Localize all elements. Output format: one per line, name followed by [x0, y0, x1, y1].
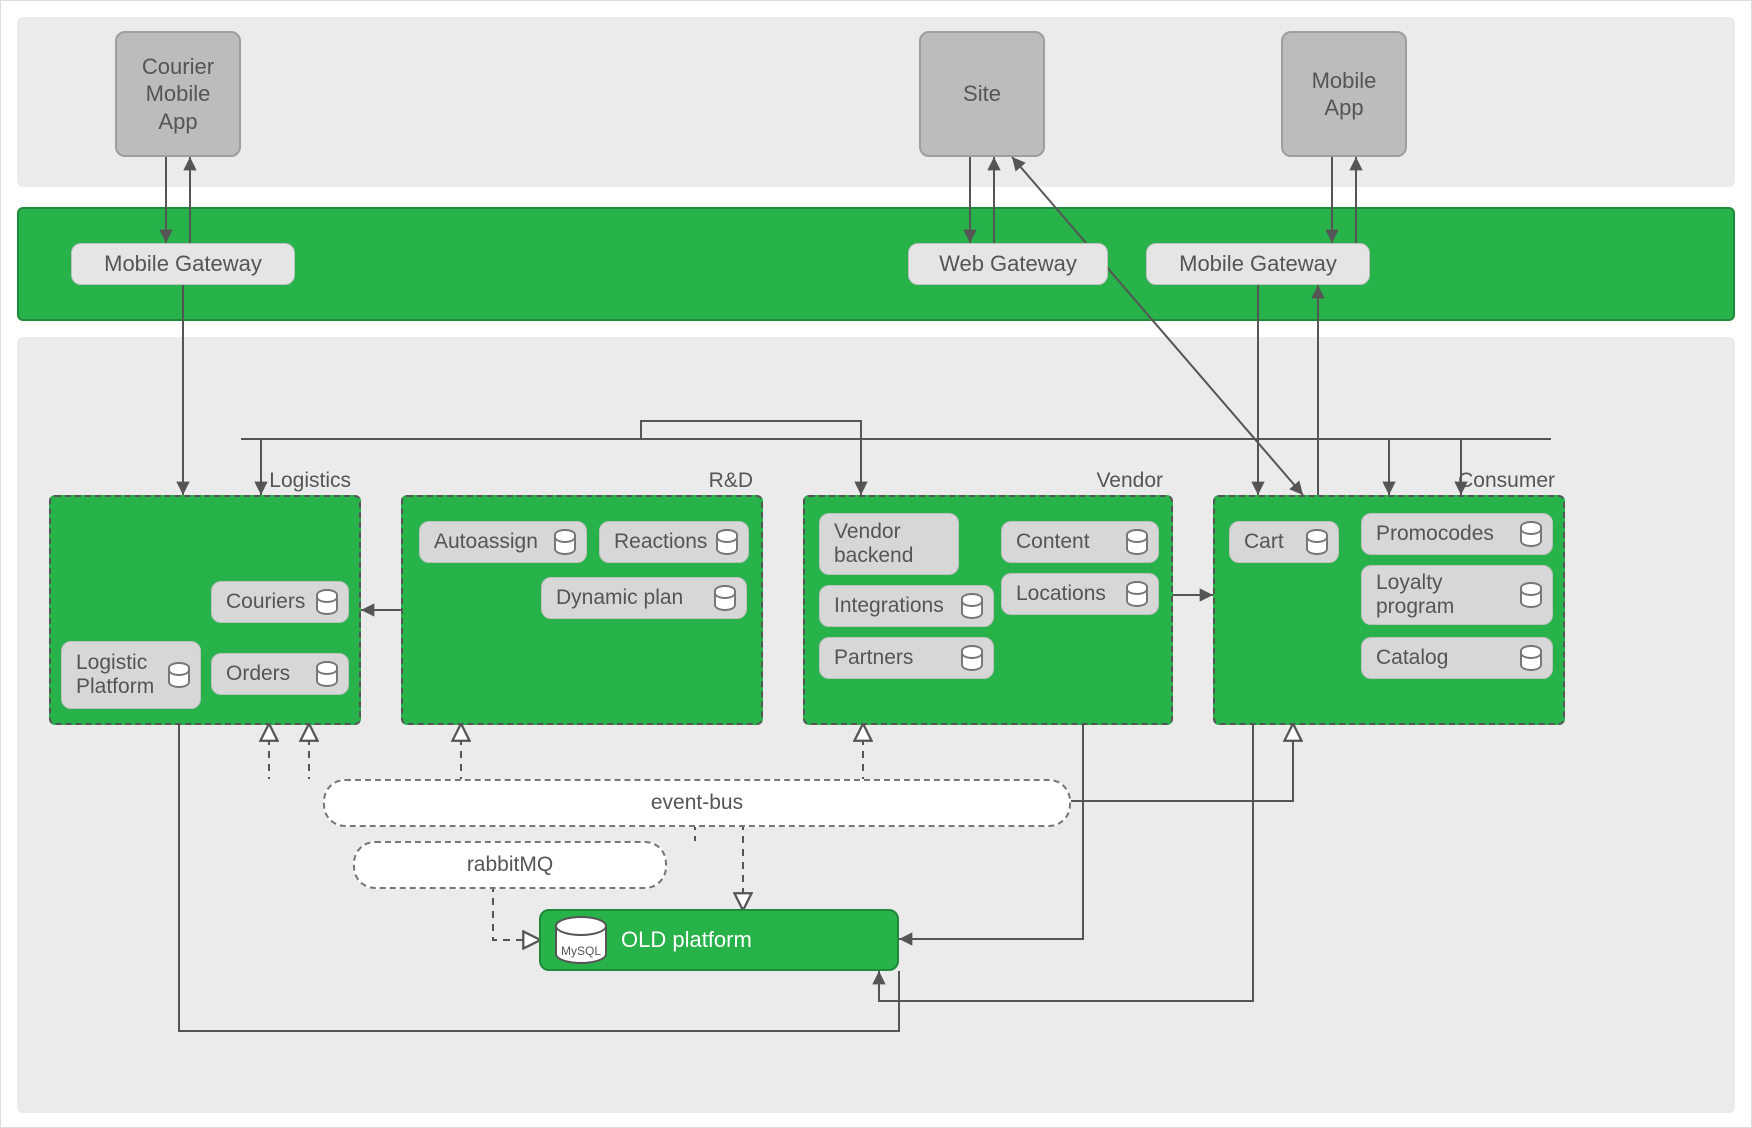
service-cart: Cart [1229, 521, 1339, 563]
service-logistic_plat: LogisticPlatform [61, 641, 201, 709]
database-icon [1520, 645, 1542, 671]
database-icon [1520, 521, 1542, 547]
label: OLD platform [621, 927, 752, 953]
label: Integrations [834, 594, 944, 618]
cluster-label: Vendor [1096, 469, 1163, 493]
node-mobile-gateway-right: Mobile Gateway [1146, 243, 1370, 285]
label: Site [963, 80, 1001, 108]
service-autoassign: Autoassign [419, 521, 587, 563]
database-icon [1306, 529, 1328, 555]
service-catalog: Catalog [1361, 637, 1553, 679]
label: Loyaltyprogram [1376, 571, 1454, 619]
service-loyalty: Loyaltyprogram [1361, 565, 1553, 625]
node-event-bus: event-bus [323, 779, 1071, 827]
service-partners: Partners [819, 637, 994, 679]
service-orders: Orders [211, 653, 349, 695]
label: MobileApp [1312, 67, 1377, 122]
service-locations: Locations [1001, 573, 1159, 615]
node-courier-mobile-app: CourierMobileApp [115, 31, 241, 157]
label: Dynamic plan [556, 586, 683, 610]
label: Partners [834, 646, 913, 670]
database-icon [714, 585, 736, 611]
node-mobile-app: MobileApp [1281, 31, 1407, 157]
label: Mobile Gateway [104, 251, 262, 277]
database-icon [961, 645, 983, 671]
service-integrations: Integrations [819, 585, 994, 627]
mysql-label: MySQL [555, 944, 607, 958]
database-icon [1126, 581, 1148, 607]
band-main [17, 337, 1735, 1113]
node-site: Site [919, 31, 1045, 157]
label: Web Gateway [939, 251, 1077, 277]
label: Reactions [614, 530, 707, 554]
label: event-bus [651, 791, 743, 815]
node-mobile-gateway-left: Mobile Gateway [71, 243, 295, 285]
cluster-label: Consumer [1458, 469, 1555, 493]
service-content: Content [1001, 521, 1159, 563]
database-icon [168, 662, 190, 688]
node-web-gateway: Web Gateway [908, 243, 1108, 285]
cluster-label: Logistics [269, 469, 351, 493]
architecture-diagram: CourierMobileApp Site MobileApp Mobile G… [0, 0, 1752, 1128]
label: Orders [226, 662, 290, 686]
label: Couriers [226, 590, 305, 614]
label: LogisticPlatform [76, 651, 154, 699]
database-icon [1126, 529, 1148, 555]
service-reactions: Reactions [599, 521, 749, 563]
label: Content [1016, 530, 1090, 554]
label: Cart [1244, 530, 1284, 554]
label: CourierMobileApp [142, 53, 214, 136]
label: Autoassign [434, 530, 538, 554]
node-rabbitmq: rabbitMQ [353, 841, 667, 889]
service-dynamic_plan: Dynamic plan [541, 577, 747, 619]
database-icon [716, 529, 738, 555]
database-icon [1520, 582, 1542, 608]
database-icon [554, 529, 576, 555]
database-icon [316, 661, 338, 687]
cluster-label: R&D [709, 469, 753, 493]
mysql-icon: MySQL [555, 916, 607, 964]
label: rabbitMQ [467, 853, 553, 877]
database-icon [316, 589, 338, 615]
label: Vendorbackend [834, 520, 913, 568]
service-vendor_backend: Vendorbackend [819, 513, 959, 575]
node-old-platform: MySQL OLD platform [539, 909, 899, 971]
service-couriers: Couriers [211, 581, 349, 623]
label: Locations [1016, 582, 1106, 606]
service-promocodes: Promocodes [1361, 513, 1553, 555]
database-icon [961, 593, 983, 619]
band-top [17, 17, 1735, 187]
label: Promocodes [1376, 522, 1494, 546]
label: Catalog [1376, 646, 1448, 670]
label: Mobile Gateway [1179, 251, 1337, 277]
